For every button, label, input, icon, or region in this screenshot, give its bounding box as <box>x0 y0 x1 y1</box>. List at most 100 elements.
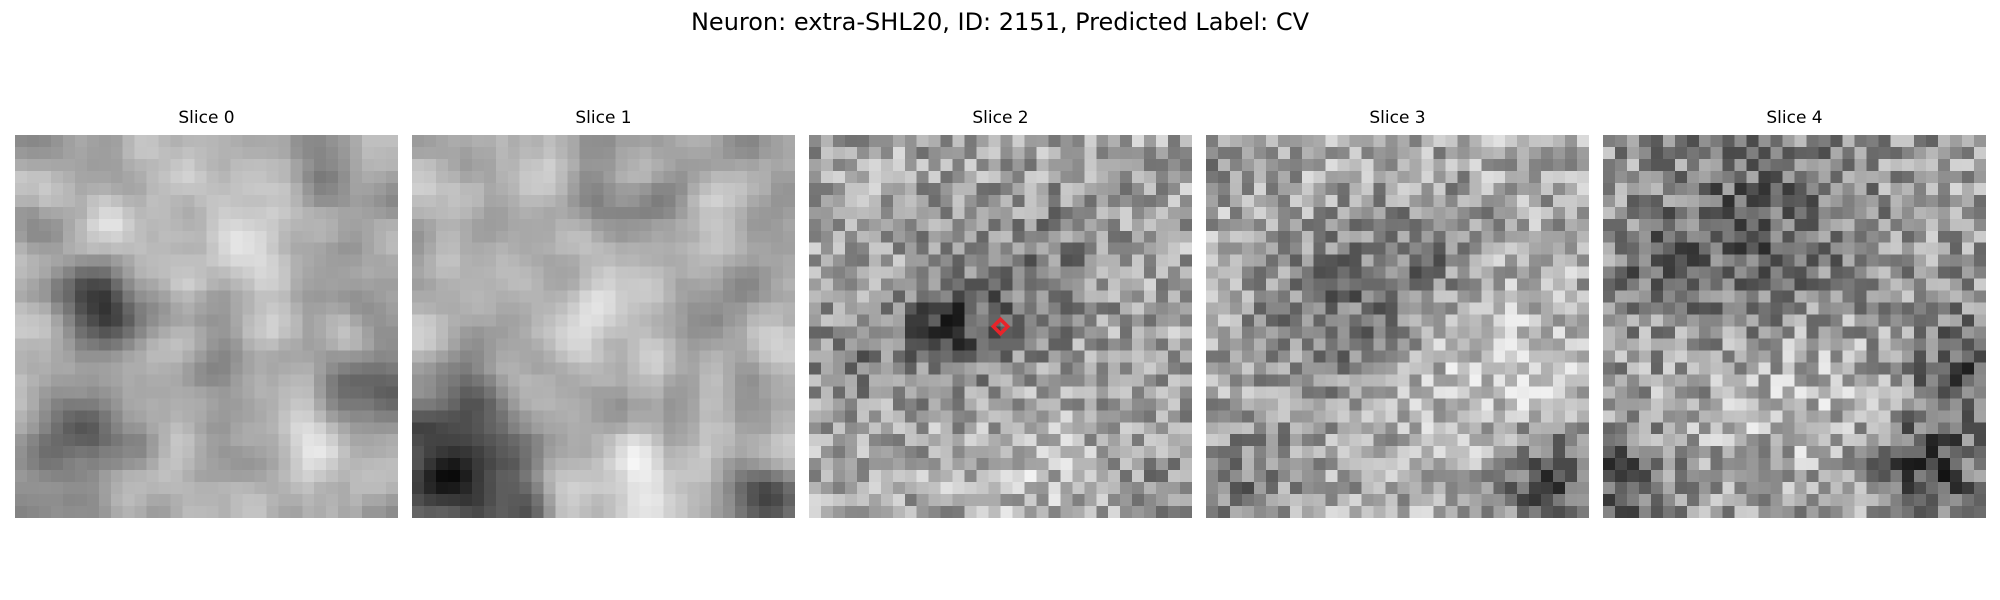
pixel-cell <box>531 182 544 196</box>
pixel-cell <box>663 506 676 518</box>
pixel-cell <box>603 182 616 196</box>
pixel-cell <box>1349 458 1362 471</box>
pixel-cell <box>952 446 965 459</box>
pixel-cell <box>735 350 748 363</box>
pixel-cell <box>1072 506 1085 518</box>
pixel-cell <box>194 386 207 399</box>
pixel-cell <box>531 422 544 435</box>
pixel-cell <box>809 194 822 208</box>
pixel-cell <box>1686 278 1699 291</box>
pixel-cell <box>555 386 568 399</box>
pixel-cell <box>1409 242 1422 255</box>
pixel-cell <box>242 206 255 220</box>
pixel-cell <box>1565 230 1578 243</box>
pixel-cell <box>230 135 243 148</box>
pixel-cell <box>1144 338 1157 351</box>
pixel-cell <box>1217 182 1231 196</box>
pixel-cell <box>1722 350 1735 363</box>
pixel-cell <box>711 278 724 291</box>
pixel-cell <box>1096 386 1109 399</box>
pixel-cell <box>459 182 473 196</box>
pixel-cell <box>675 314 688 327</box>
pixel-cell <box>1096 194 1109 208</box>
pixel-cell <box>639 362 652 375</box>
pixel-cell <box>386 374 398 387</box>
pixel-cell <box>1445 434 1458 447</box>
pixel-cell <box>1373 362 1386 375</box>
pixel-cell <box>952 182 965 196</box>
pixel-cell <box>1698 434 1711 447</box>
pixel-cell <box>1120 218 1133 231</box>
pixel-cell <box>940 182 953 196</box>
pixel-cell <box>1818 230 1831 243</box>
pixel-cell <box>471 350 485 363</box>
pixel-cell <box>435 398 449 411</box>
pixel-cell <box>110 410 123 423</box>
pixel-cell <box>1541 374 1554 387</box>
pixel-cell <box>964 338 977 351</box>
pixel-cell <box>783 482 795 495</box>
pixel-cell <box>1265 410 1279 423</box>
pixel-cell <box>314 338 327 351</box>
pixel-cell <box>206 422 219 435</box>
pixel-cell <box>880 422 894 435</box>
pixel-cell <box>759 434 772 447</box>
pixel-cell <box>1325 398 1338 411</box>
pixel-cell <box>1301 470 1314 483</box>
pixel-cell <box>1974 218 1986 231</box>
pixel-cell <box>1962 146 1975 160</box>
pixel-cell <box>1854 194 1867 208</box>
pixel-cell <box>1168 350 1181 363</box>
pixel-cell <box>1770 266 1783 279</box>
pixel-cell <box>1902 278 1915 291</box>
pixel-cell <box>1914 398 1927 411</box>
pixel-cell <box>1794 446 1807 459</box>
pixel-cell <box>820 206 834 220</box>
pixel-cell <box>940 350 953 363</box>
slice-title-0: Slice 0 <box>178 108 235 128</box>
pixel-cell <box>1806 326 1819 339</box>
pixel-cell <box>1662 386 1676 399</box>
pixel-cell <box>1180 242 1192 255</box>
pixel-cell <box>1241 278 1255 291</box>
pixel-cell <box>904 218 917 231</box>
pixel-cell <box>988 218 1001 231</box>
pixel-cell <box>15 470 28 483</box>
pixel-cell <box>362 410 375 423</box>
pixel-cell <box>543 374 556 387</box>
pixel-cell <box>86 146 100 160</box>
pixel-cell <box>832 422 846 435</box>
pixel-cell <box>1950 434 1963 447</box>
pixel-cell <box>567 470 580 483</box>
pixel-cell <box>1603 290 1616 303</box>
pixel-cell <box>976 458 989 471</box>
pixel-cell <box>1000 446 1013 459</box>
pixel-cell <box>290 314 303 327</box>
pixel-cell <box>1445 470 1458 483</box>
pixel-cell <box>1457 254 1470 267</box>
pixel-cell <box>15 266 28 279</box>
pixel-cell <box>904 290 917 303</box>
pixel-cell <box>1433 230 1446 243</box>
pixel-cell <box>495 458 508 471</box>
pixel-cell <box>1493 194 1506 208</box>
pixel-cell <box>1505 135 1518 148</box>
pixel-cell <box>615 434 628 447</box>
pixel-cell <box>747 410 760 423</box>
pixel-cell <box>1433 266 1446 279</box>
pixel-cell <box>254 182 267 196</box>
pixel-cell <box>783 278 795 291</box>
pixel-cell <box>483 410 497 423</box>
pixel-cell <box>1529 386 1542 399</box>
pixel-cell <box>1265 350 1279 363</box>
pixel-cell <box>338 350 351 363</box>
pixel-cell <box>459 470 473 483</box>
pixel-cell <box>1036 494 1049 507</box>
pixel-cell <box>1626 350 1640 363</box>
pixel-cell <box>832 398 846 411</box>
pixel-cell <box>1180 458 1192 471</box>
pixel-cell <box>1469 458 1482 471</box>
pixel-cell <box>230 398 243 411</box>
pixel-cell <box>254 338 267 351</box>
pixel-cell <box>134 374 147 387</box>
